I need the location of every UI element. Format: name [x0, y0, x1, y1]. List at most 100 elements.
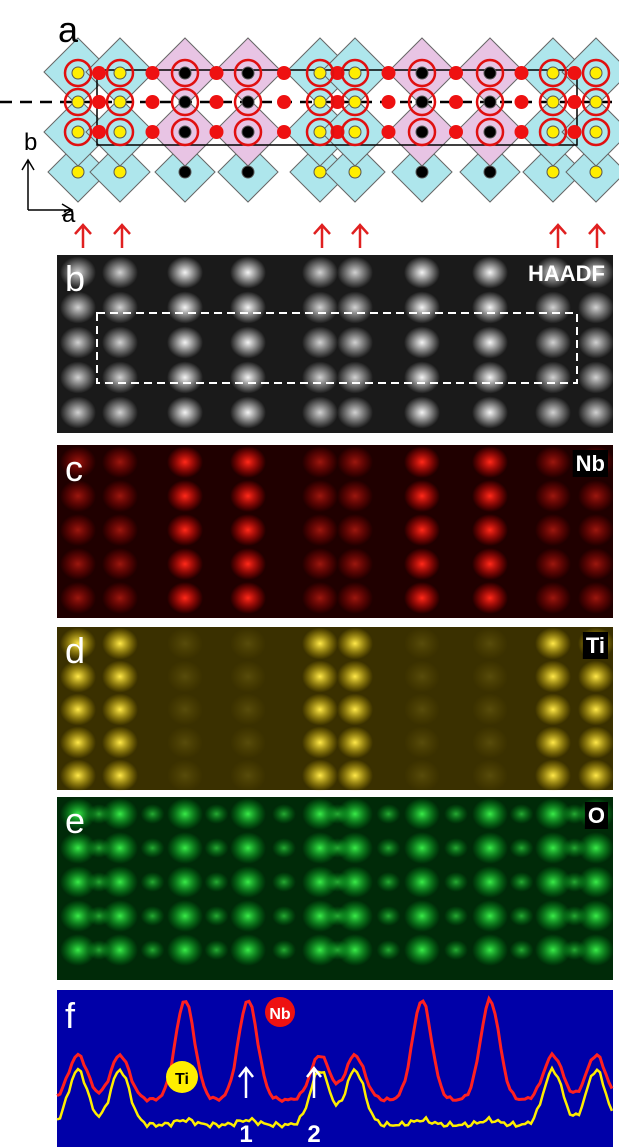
- oxygen: [515, 66, 529, 80]
- atom-blob: [102, 694, 138, 726]
- atom-blob: [230, 694, 266, 726]
- atom-blob: [444, 906, 468, 926]
- oxygen: [92, 95, 106, 109]
- atom-blob: [472, 866, 508, 898]
- atom-blob: [102, 628, 138, 660]
- panel-label: a: [58, 9, 79, 50]
- atom-blob: [167, 446, 203, 478]
- atom-blob: [272, 940, 296, 960]
- atom-blob: [404, 327, 440, 359]
- atom-blob: [60, 362, 96, 394]
- atom-blob: [578, 292, 614, 324]
- atom-blob: [377, 804, 401, 824]
- atom-blob: [230, 628, 266, 660]
- atom-blob: [337, 446, 373, 478]
- atom-blob: [535, 628, 571, 660]
- atom-blob: [60, 694, 96, 726]
- atom-blob: [302, 397, 338, 429]
- oxygen: [210, 125, 224, 139]
- oxygen: [449, 66, 463, 80]
- element-tag: Ti: [586, 633, 605, 658]
- panel-label: c: [65, 448, 83, 489]
- atom-blob: [302, 514, 338, 546]
- atom-blob: [102, 480, 138, 512]
- atom-blob: [472, 798, 508, 830]
- cation: [484, 126, 496, 138]
- atom-blob: [87, 940, 111, 960]
- atom-blob: [60, 582, 96, 614]
- element-tag: HAADF: [528, 261, 605, 286]
- atom-blob: [337, 628, 373, 660]
- atom-blob: [535, 548, 571, 580]
- atom-blob: [230, 327, 266, 359]
- oxygen: [515, 125, 529, 139]
- cation: [484, 96, 496, 108]
- line-profile: NbTif12: [57, 990, 613, 1147]
- oxygen: [210, 66, 224, 80]
- atom-blob: [472, 292, 508, 324]
- atom-blob: [302, 661, 338, 693]
- cation: [314, 126, 326, 138]
- atom-blob: [230, 582, 266, 614]
- atom-blob: [510, 872, 534, 892]
- oxygen: [568, 125, 582, 139]
- atom-blob: [87, 838, 111, 858]
- cation: [242, 166, 254, 178]
- atom-blob: [535, 694, 571, 726]
- atom-blob: [337, 694, 373, 726]
- oxygen: [277, 125, 291, 139]
- atom-blob: [535, 446, 571, 478]
- atom-blob: [535, 362, 571, 394]
- atom-blob: [535, 480, 571, 512]
- atom-blob: [167, 327, 203, 359]
- atom-blob: [302, 628, 338, 660]
- cation: [416, 126, 428, 138]
- atom-blob: [404, 514, 440, 546]
- atom-blob: [578, 727, 614, 759]
- atom-blob: [141, 940, 165, 960]
- atom-blob: [302, 327, 338, 359]
- atom-blob: [60, 727, 96, 759]
- atom-blob: [167, 798, 203, 830]
- element-tag: O: [588, 803, 605, 828]
- atom-blob: [404, 760, 440, 792]
- atom-blob: [472, 694, 508, 726]
- atom-blob: [272, 872, 296, 892]
- atom-blob: [302, 257, 338, 289]
- atom-blob: [535, 727, 571, 759]
- atom-blob: [337, 292, 373, 324]
- atom-blob: [167, 628, 203, 660]
- atom-blob: [404, 798, 440, 830]
- atom-blob: [167, 866, 203, 898]
- red-arrow: [589, 225, 605, 248]
- atom-blob: [230, 934, 266, 966]
- cation: [72, 166, 84, 178]
- oxygen: [146, 125, 160, 139]
- atom-blob: [404, 694, 440, 726]
- atom-blob: [337, 362, 373, 394]
- oxygen: [277, 95, 291, 109]
- atom-blob: [230, 900, 266, 932]
- oxygen: [382, 66, 396, 80]
- atom-blob: [563, 872, 587, 892]
- cation: [242, 126, 254, 138]
- atom-blob: [167, 727, 203, 759]
- cation: [349, 126, 361, 138]
- oxygen: [92, 66, 106, 80]
- atom-blob: [102, 582, 138, 614]
- oxygen: [210, 95, 224, 109]
- atom-blob: [377, 838, 401, 858]
- atom-blob: [302, 362, 338, 394]
- atom-blob: [535, 514, 571, 546]
- atom-blob: [102, 397, 138, 429]
- atom-blob: [535, 292, 571, 324]
- cation: [242, 67, 254, 79]
- atom-blob: [377, 940, 401, 960]
- atom-blob: [302, 694, 338, 726]
- cation: [242, 96, 254, 108]
- atom-blob: [510, 906, 534, 926]
- cation: [72, 96, 84, 108]
- legend-nb: Nb: [269, 1006, 291, 1023]
- atom-blob: [535, 760, 571, 792]
- oxygen: [449, 95, 463, 109]
